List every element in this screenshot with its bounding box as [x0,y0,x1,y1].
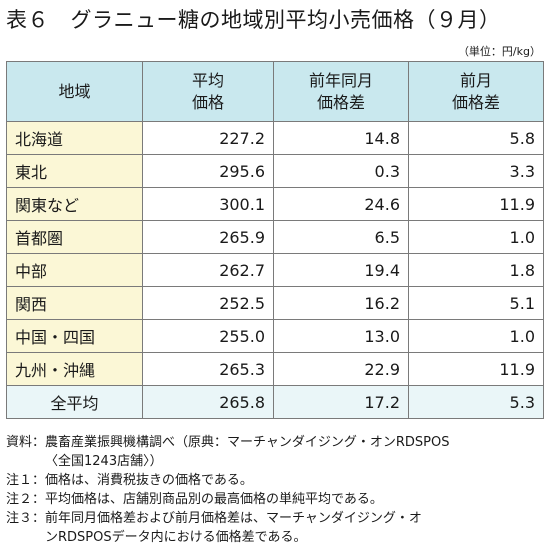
mom-diff-cell: 1.0 [408,319,544,353]
note-2-text: 平均価格は、店舗別商品別の最高価格の単純平均である。 [45,492,383,507]
header-mom-diff: 前月 価格差 [408,61,544,122]
yoy-diff-cell: 13.0 [273,319,409,353]
note-3-line2: ンRDSPOSデータ内における価格差である。 [45,530,307,545]
mom-diff-cell: 5.1 [408,286,544,320]
mom-diff-cell: 3.3 [408,154,544,188]
table-row: 首都圏 265.9 6.5 1.0 [6,220,544,254]
region-cell: 首都圏 [6,220,143,254]
avg-price-cell: 265.9 [142,220,274,254]
avg-price-cell: 255.0 [142,319,274,353]
header-avg-price-line2: 価格 [191,92,224,112]
total-mom-diff-cell: 5.3 [408,385,544,419]
mom-diff-cell: 11.9 [408,352,544,386]
avg-price-cell: 252.5 [142,286,274,320]
yoy-diff-cell: 6.5 [273,220,409,254]
yoy-diff-cell: 14.8 [273,121,409,155]
note-3-line1: 前年同月価格差および前月価格差は、マーチャンダイジング・オ [45,511,422,526]
yoy-diff-cell: 0.3 [273,154,409,188]
notes-section: 資料： 農畜産業振興機構調べ（原典：マーチャンダイジング・オンRDSPOS 〈全… [6,433,546,547]
header-mom-diff-line2: 価格差 [451,92,500,112]
table-row: 関東など 300.1 24.6 11.9 [6,187,544,221]
table-row: 東北 295.6 0.3 3.3 [6,154,544,188]
mom-diff-cell: 1.0 [408,220,544,254]
header-mom-diff-line1: 前月 [459,70,492,90]
total-yoy-diff-cell: 17.2 [273,385,409,419]
unit-label: （単位：円/kg） [457,45,541,58]
region-cell: 九州・沖縄 [6,352,143,386]
region-cell: 中部 [6,253,143,287]
region-cell: 関東など [6,187,143,221]
region-cell: 東北 [6,154,143,188]
header-avg-price: 平均 価格 [142,61,274,122]
region-cell: 中国・四国 [6,319,143,353]
header-avg-price-line1: 平均 [191,70,224,90]
header-yoy-diff: 前年同月 価格差 [273,61,409,122]
note-2: 注２： 平均価格は、店舗別商品別の最高価格の単純平均である。 [6,490,546,509]
note-source: 資料： 農畜産業振興機構調べ（原典：マーチャンダイジング・オンRDSPOS 〈全… [6,433,546,471]
table-row: 九州・沖縄 265.3 22.9 11.9 [6,352,544,386]
note-1-label: 注１： [6,473,46,488]
note-source-label: 資料： [6,435,46,450]
yoy-diff-cell: 22.9 [273,352,409,386]
note-3: 注３： 前年同月価格差および前月価格差は、マーチャンダイジング・オ ンRDSPO… [6,509,546,547]
avg-price-cell: 295.6 [142,154,274,188]
avg-price-cell: 227.2 [142,121,274,155]
avg-price-cell: 300.1 [142,187,274,221]
table-row: 中部 262.7 19.4 1.8 [6,253,544,287]
total-avg-price-cell: 265.8 [142,385,274,419]
table-row: 北海道 227.2 14.8 5.8 [6,121,544,155]
total-row: 全平均 265.8 17.2 5.3 [6,385,544,419]
mom-diff-cell: 1.8 [408,253,544,287]
note-source-line2: 〈全国1243店舗〉） [45,454,163,469]
note-1: 注１： 価格は、消費税抜きの価格である。 [6,471,546,490]
header-region: 地域 [6,61,143,122]
header-region-line: 地域 [58,81,91,101]
mom-diff-cell: 5.8 [408,121,544,155]
yoy-diff-cell: 16.2 [273,286,409,320]
note-3-label: 注３： [6,511,46,526]
mom-diff-cell: 11.9 [408,187,544,221]
avg-price-cell: 265.3 [142,352,274,386]
note-1-text: 価格は、消費税抜きの価格である。 [45,473,253,488]
header-yoy-diff-line1: 前年同月 [308,70,373,90]
region-cell: 北海道 [6,121,143,155]
total-region-cell: 全平均 [6,385,143,419]
note-source-line1: 農畜産業振興機構調べ（原典：マーチャンダイジング・オンRDSPOS [45,435,450,450]
table-title: 表６ グラニュー糖の地域別平均小売価格（９月） [6,8,501,32]
avg-price-cell: 262.7 [142,253,274,287]
note-2-label: 注２： [6,492,46,507]
yoy-diff-cell: 24.6 [273,187,409,221]
region-cell: 関西 [6,286,143,320]
table-row: 中国・四国 255.0 13.0 1.0 [6,319,544,353]
yoy-diff-cell: 19.4 [273,253,409,287]
table-row: 関西 252.5 16.2 5.1 [6,286,544,320]
price-table: 地域 平均 価格 前年同月 価格差 前月 価格差 北海道 227.2 14.8 … [6,61,544,419]
header-row: 地域 平均 価格 前年同月 価格差 前月 価格差 [6,61,544,122]
header-yoy-diff-line2: 価格差 [316,92,365,112]
